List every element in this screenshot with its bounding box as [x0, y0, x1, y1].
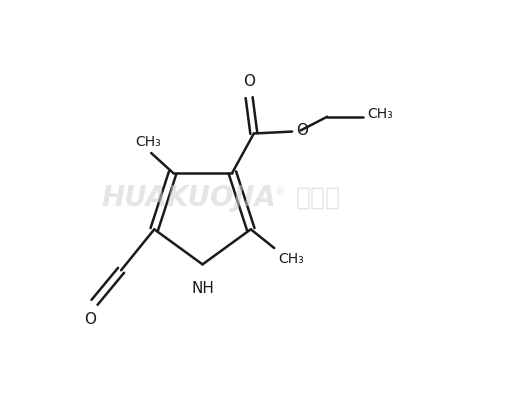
Text: CH₃: CH₃	[278, 252, 304, 266]
Text: 化学加: 化学加	[296, 186, 341, 210]
Text: O: O	[296, 123, 308, 138]
Text: CH₃: CH₃	[367, 107, 393, 121]
Text: NH: NH	[191, 281, 214, 296]
Text: O: O	[85, 312, 96, 327]
Text: CH₃: CH₃	[135, 135, 161, 149]
Text: O: O	[243, 74, 255, 89]
Text: HUAKUOJIA: HUAKUOJIA	[101, 184, 276, 212]
Text: ®: ®	[275, 187, 286, 197]
